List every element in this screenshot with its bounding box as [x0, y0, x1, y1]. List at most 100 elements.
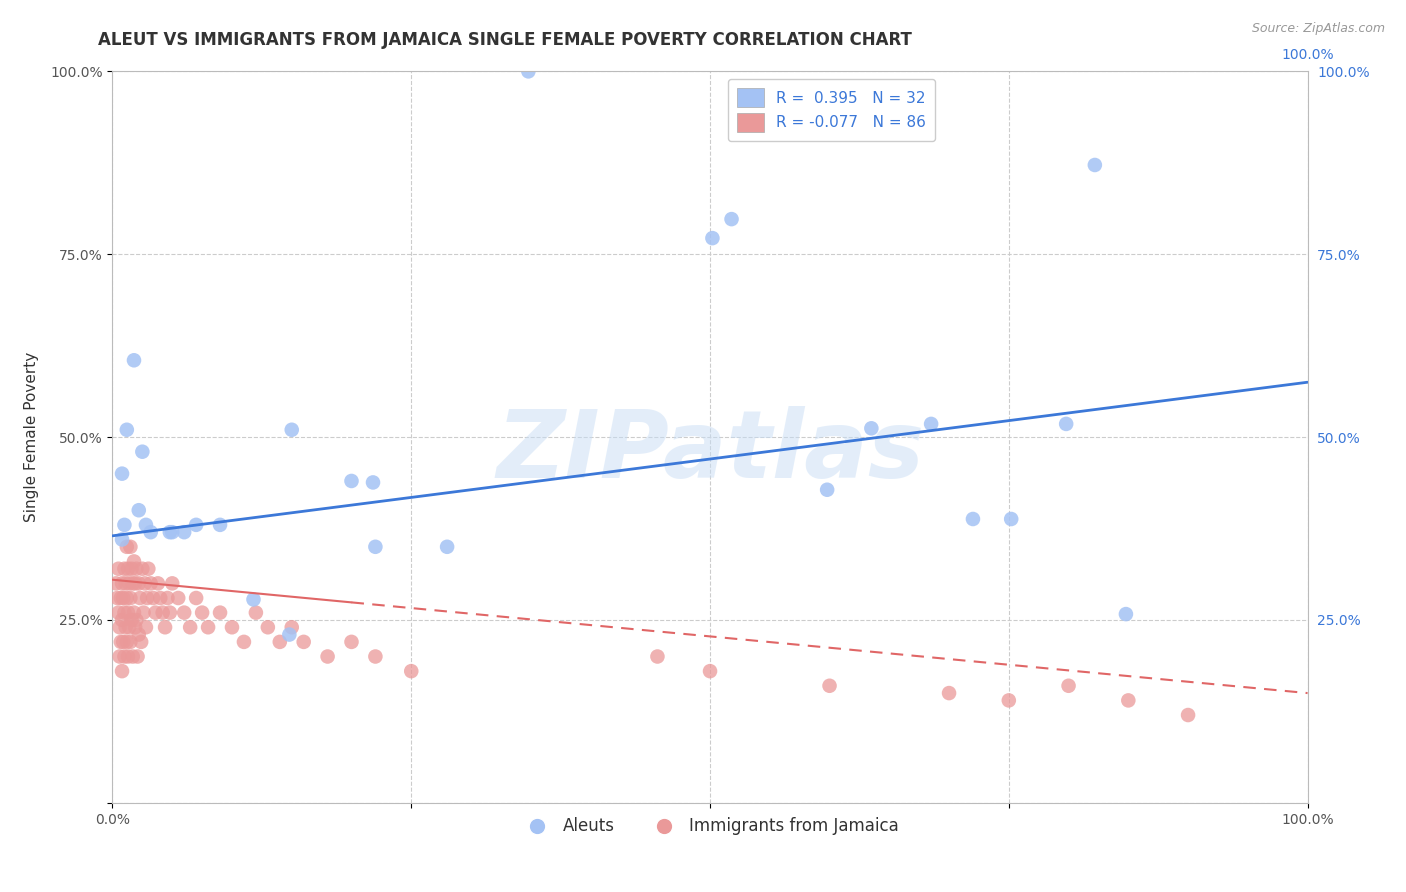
Point	[121, 613, 143, 627]
Point	[120, 635, 142, 649]
Point	[142, 591, 165, 605]
Point	[699, 664, 721, 678]
Point	[162, 525, 183, 540]
Point	[112, 635, 135, 649]
Point	[111, 576, 134, 591]
Point	[209, 606, 232, 620]
Point	[401, 664, 423, 678]
Point	[122, 554, 145, 568]
Point	[114, 562, 135, 576]
Point	[938, 686, 960, 700]
Point	[115, 540, 138, 554]
Point	[145, 606, 167, 620]
Point	[111, 613, 134, 627]
Point	[124, 620, 146, 634]
Point	[135, 517, 157, 532]
Point	[278, 627, 301, 641]
Point	[125, 613, 148, 627]
Point	[364, 540, 387, 554]
Point	[436, 540, 458, 554]
Point	[209, 517, 232, 532]
Point	[114, 576, 136, 591]
Point	[107, 562, 129, 576]
Point	[107, 606, 129, 620]
Point	[139, 576, 162, 591]
Point	[124, 576, 146, 591]
Point	[125, 562, 148, 576]
Point	[152, 606, 174, 620]
Point	[720, 212, 742, 227]
Point	[115, 423, 138, 437]
Point	[108, 620, 131, 634]
Point	[281, 620, 304, 634]
Point	[242, 592, 264, 607]
Point	[361, 475, 384, 490]
Point	[135, 620, 157, 634]
Point	[173, 525, 195, 540]
Point	[1000, 512, 1022, 526]
Point	[1115, 607, 1137, 621]
Point	[191, 606, 214, 620]
Point	[128, 627, 150, 641]
Point	[1057, 679, 1080, 693]
Point	[153, 620, 176, 634]
Point	[1084, 158, 1107, 172]
Point	[920, 417, 942, 431]
Point	[117, 562, 139, 576]
Point	[112, 591, 135, 605]
Point	[110, 635, 132, 649]
Point	[281, 423, 304, 437]
Point	[340, 635, 363, 649]
Point	[108, 649, 131, 664]
Point	[364, 649, 387, 664]
Legend: Aleuts, Immigrants from Jamaica: Aleuts, Immigrants from Jamaica	[515, 811, 905, 842]
Point	[110, 591, 132, 605]
Point	[173, 606, 195, 620]
Point	[122, 353, 145, 368]
Point	[233, 635, 256, 649]
Point	[114, 620, 136, 634]
Point	[962, 512, 984, 526]
Point	[138, 562, 160, 576]
Point	[114, 649, 135, 664]
Point	[132, 606, 155, 620]
Point	[167, 591, 190, 605]
Point	[1054, 417, 1077, 431]
Point	[105, 591, 128, 605]
Point	[1118, 693, 1140, 707]
Text: Source: ZipAtlas.com: Source: ZipAtlas.com	[1251, 22, 1385, 36]
Point	[127, 649, 149, 664]
Point	[815, 483, 838, 497]
Point	[159, 606, 181, 620]
Y-axis label: Single Female Poverty: Single Female Poverty	[24, 352, 39, 522]
Text: ALEUT VS IMMIGRANTS FROM JAMAICA SINGLE FEMALE POVERTY CORRELATION CHART: ALEUT VS IMMIGRANTS FROM JAMAICA SINGLE …	[98, 31, 912, 49]
Point	[131, 444, 153, 458]
Point	[149, 591, 172, 605]
Text: ZIPatlas: ZIPatlas	[496, 406, 924, 498]
Point	[162, 576, 183, 591]
Point	[128, 503, 150, 517]
Point	[186, 591, 208, 605]
Point	[120, 540, 142, 554]
Point	[647, 649, 669, 664]
Point	[159, 525, 181, 540]
Point	[118, 576, 141, 591]
Point	[129, 635, 152, 649]
Point	[197, 620, 219, 634]
Point	[702, 231, 724, 245]
Point	[131, 562, 153, 576]
Point	[121, 576, 143, 591]
Point	[146, 576, 169, 591]
Point	[156, 591, 179, 605]
Point	[111, 533, 134, 547]
Point	[115, 591, 138, 605]
Point	[120, 591, 142, 605]
Point	[136, 591, 159, 605]
Point	[114, 517, 135, 532]
Point	[117, 649, 139, 664]
Point	[114, 606, 135, 620]
Point	[105, 576, 128, 591]
Point	[121, 562, 143, 576]
Point	[316, 649, 339, 664]
Point	[818, 679, 841, 693]
